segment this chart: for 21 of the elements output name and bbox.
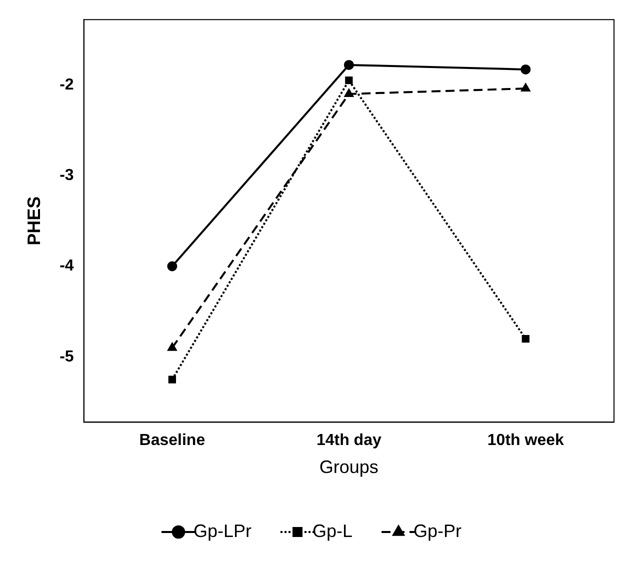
point	[522, 334, 530, 343]
y-tick-label: -4	[60, 258, 74, 275]
point	[521, 84, 530, 92]
y-tick-label: -3	[60, 166, 74, 184]
x-tick-label: 14th day	[316, 432, 382, 450]
x-axis-title: Groups	[319, 457, 378, 478]
point	[168, 376, 176, 384]
point	[345, 76, 353, 84]
point	[167, 261, 178, 272]
point	[168, 342, 177, 351]
x-tick-label: Baseline	[139, 432, 206, 450]
legend-label: Gp-LPr	[193, 520, 252, 541]
y-axis-title: PHES	[24, 196, 44, 246]
legend-label: Gp-Pr	[414, 520, 462, 541]
legend-label: Gp-L	[312, 520, 353, 541]
point	[344, 88, 354, 97]
y-tick-label: -2	[60, 76, 74, 94]
x-tick-label: 10th week	[487, 432, 564, 450]
point	[344, 60, 354, 70]
point	[520, 64, 531, 74]
y-tick-label: -5	[60, 348, 74, 366]
